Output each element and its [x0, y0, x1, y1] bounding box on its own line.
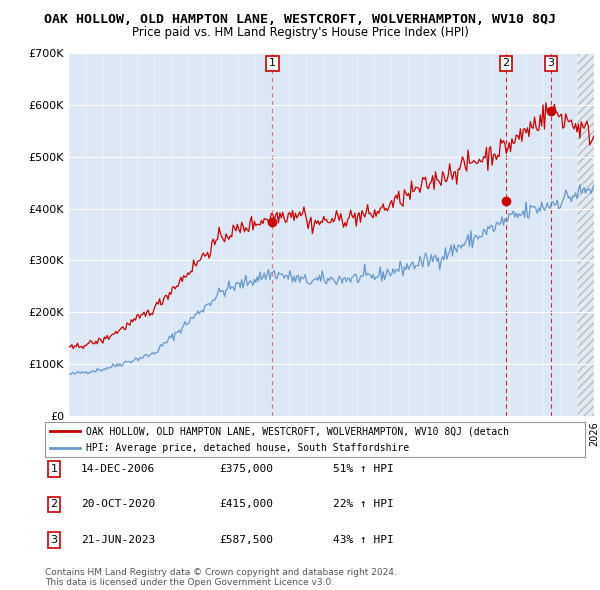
Text: 3: 3: [548, 58, 554, 68]
Text: Contains HM Land Registry data © Crown copyright and database right 2024.
This d: Contains HM Land Registry data © Crown c…: [45, 568, 397, 587]
Text: Price paid vs. HM Land Registry's House Price Index (HPI): Price paid vs. HM Land Registry's House …: [131, 26, 469, 39]
Text: 14-DEC-2006: 14-DEC-2006: [81, 464, 155, 474]
Text: OAK HOLLOW, OLD HAMPTON LANE, WESTCROFT, WOLVERHAMPTON, WV10 8QJ: OAK HOLLOW, OLD HAMPTON LANE, WESTCROFT,…: [44, 13, 556, 26]
Bar: [577, 53, 594, 416]
Text: 2: 2: [502, 58, 509, 68]
Text: 20-OCT-2020: 20-OCT-2020: [81, 500, 155, 509]
Text: 2: 2: [50, 500, 58, 509]
Text: 43% ↑ HPI: 43% ↑ HPI: [333, 535, 394, 545]
Text: HPI: Average price, detached house, South Staffordshire: HPI: Average price, detached house, Sout…: [86, 442, 409, 453]
Text: £375,000: £375,000: [219, 464, 273, 474]
Text: OAK HOLLOW, OLD HAMPTON LANE, WESTCROFT, WOLVERHAMPTON, WV10 8QJ (detach: OAK HOLLOW, OLD HAMPTON LANE, WESTCROFT,…: [86, 427, 509, 437]
Text: 1: 1: [50, 464, 58, 474]
Text: 22% ↑ HPI: 22% ↑ HPI: [333, 500, 394, 509]
Text: 21-JUN-2023: 21-JUN-2023: [81, 535, 155, 545]
Text: £415,000: £415,000: [219, 500, 273, 509]
Text: 1: 1: [269, 58, 276, 68]
Text: 3: 3: [50, 535, 58, 545]
Text: 51% ↑ HPI: 51% ↑ HPI: [333, 464, 394, 474]
Bar: [577, 53, 594, 416]
Text: £587,500: £587,500: [219, 535, 273, 545]
